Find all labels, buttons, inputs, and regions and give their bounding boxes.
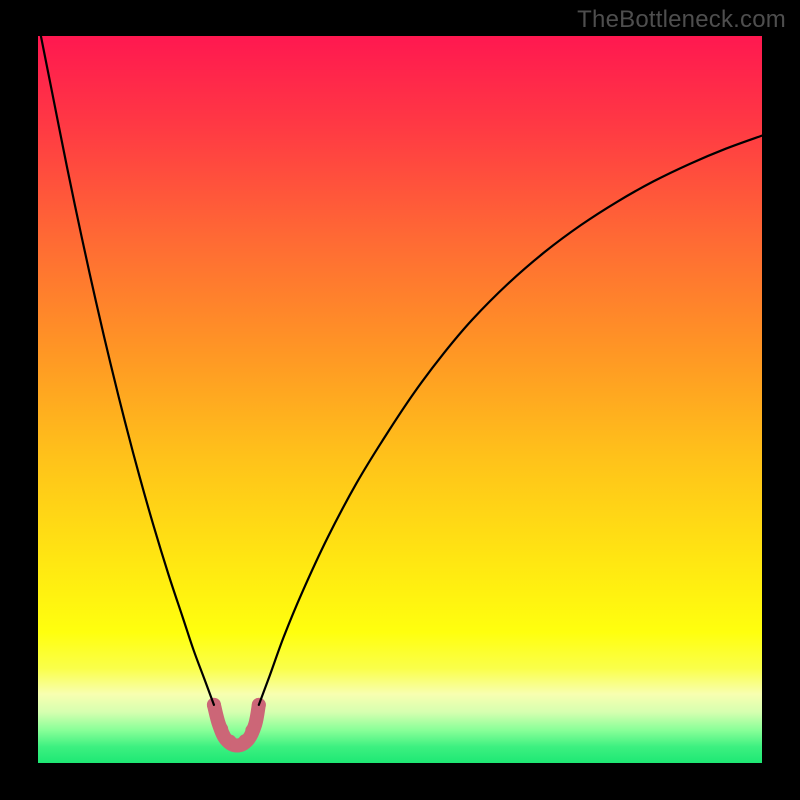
watermark-label: TheBottleneck.com — [577, 6, 786, 34]
plot-background-gradient — [38, 36, 762, 763]
valley-marker-dot — [245, 724, 259, 738]
valley-marker-dot — [214, 722, 228, 736]
chart-frame: TheBottleneck.com — [0, 0, 800, 800]
chart-svg — [0, 0, 800, 800]
